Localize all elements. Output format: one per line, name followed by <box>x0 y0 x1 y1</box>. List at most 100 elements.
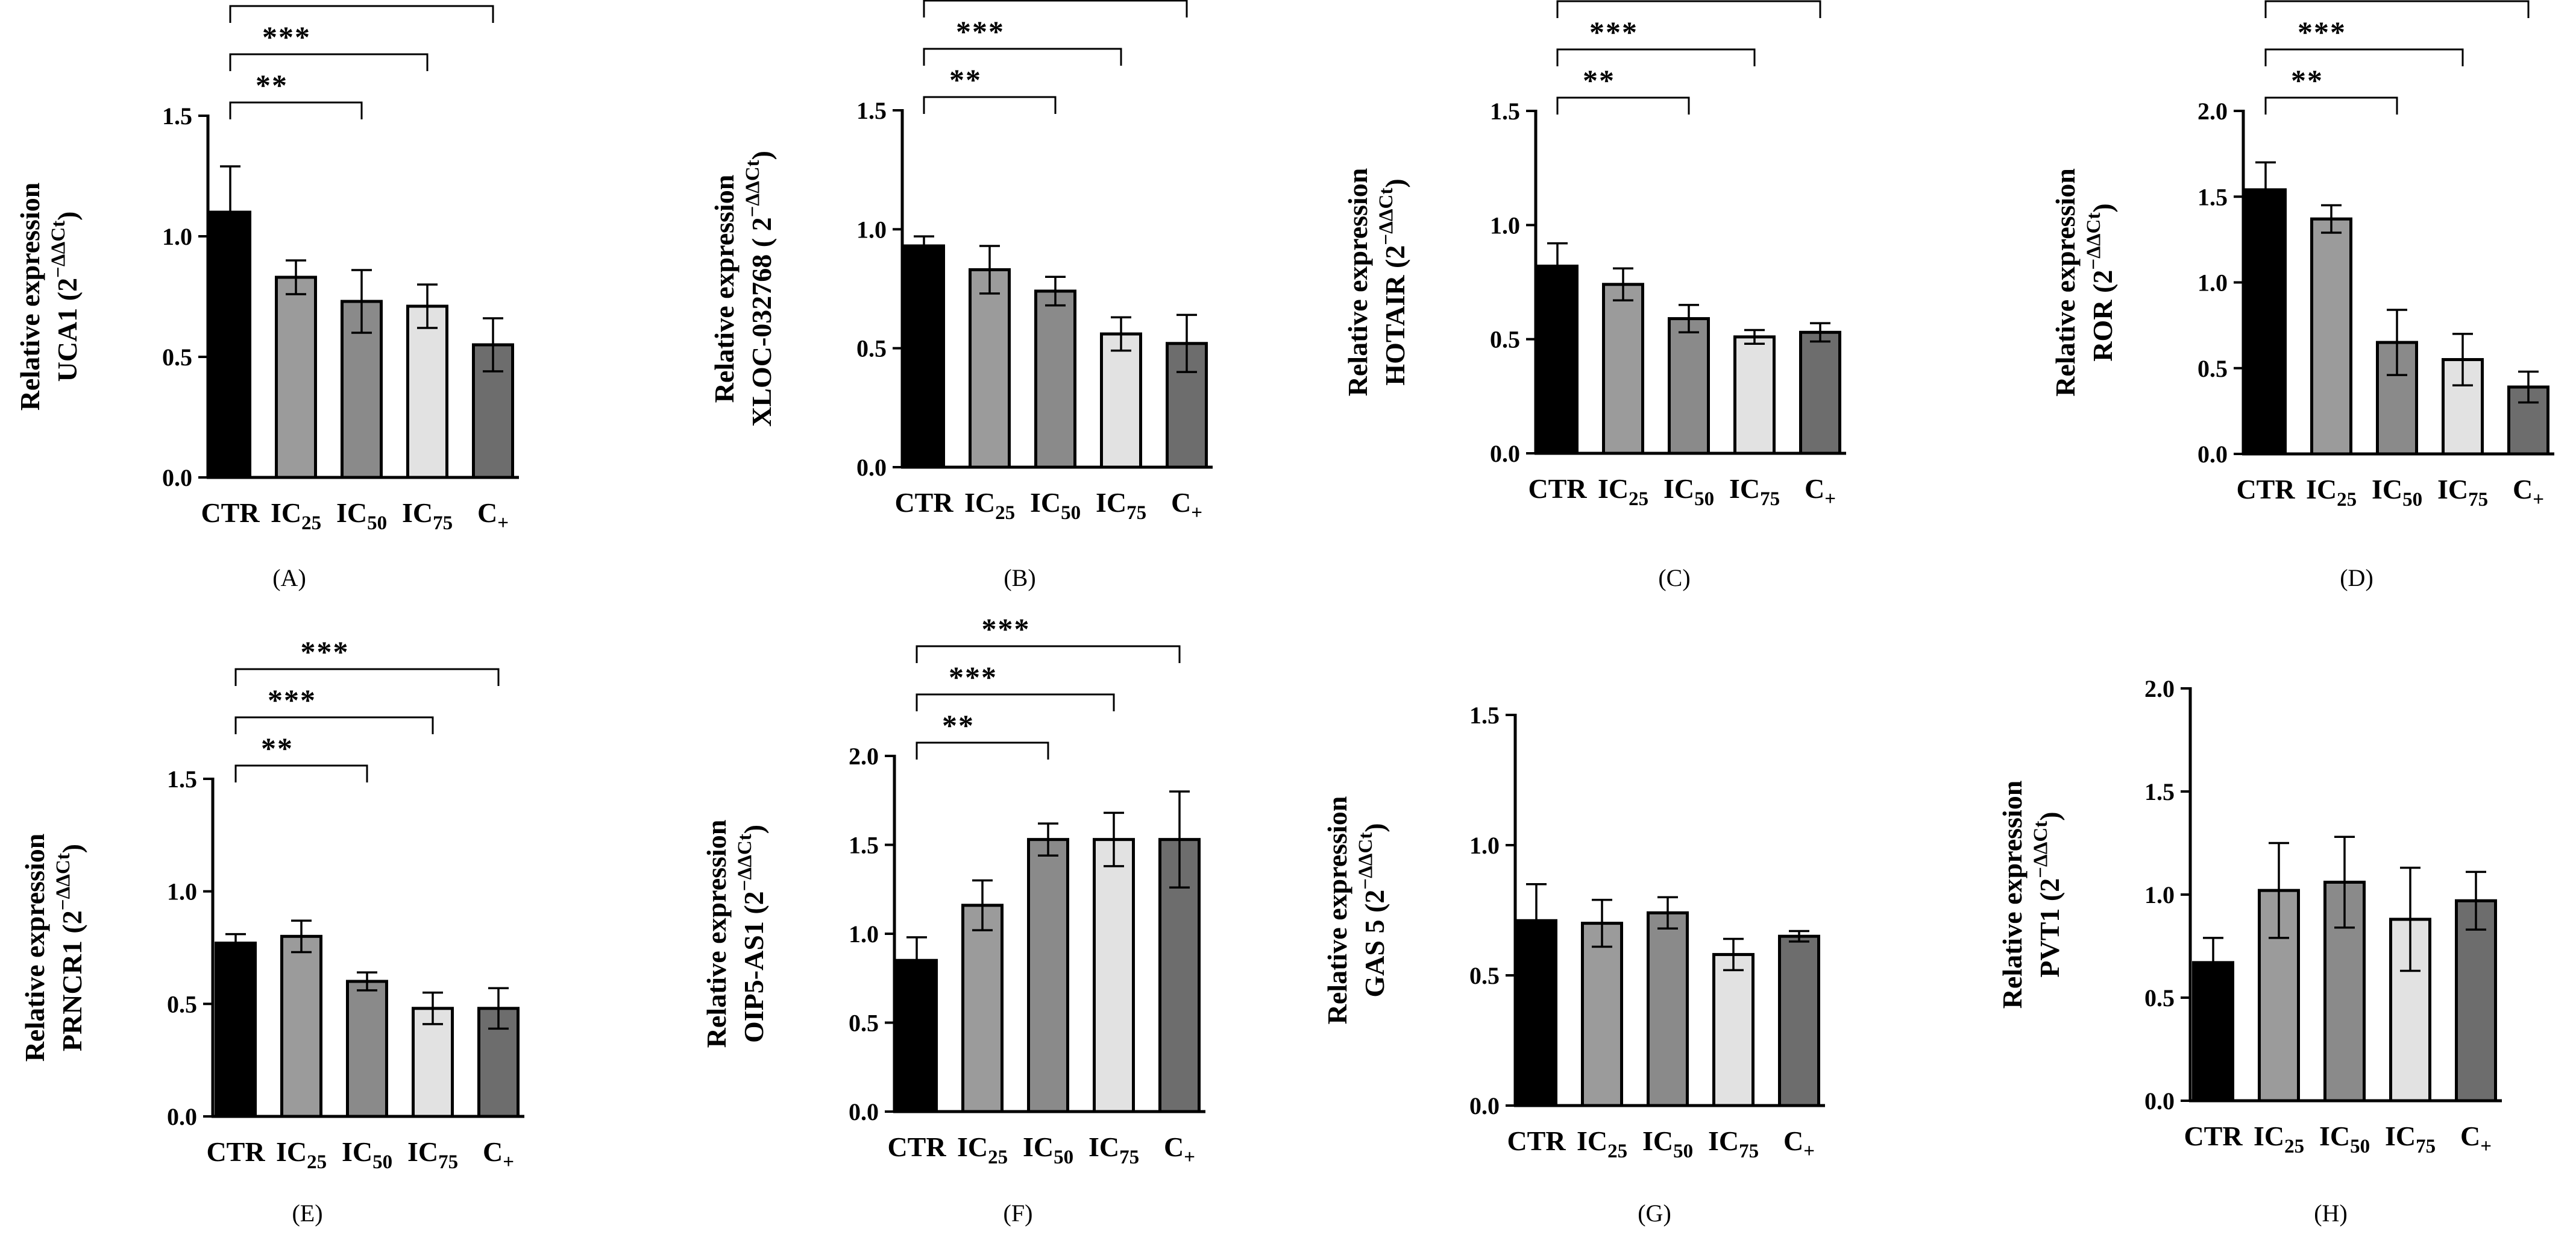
bar-cplus <box>1778 934 1820 1107</box>
y-tick-label: 1.5 <box>856 97 887 124</box>
category-label: IC75 <box>1089 1131 1139 1168</box>
bar-cplus <box>2455 899 2497 1103</box>
category-label: CTR <box>2184 1121 2243 1151</box>
significance-label: ** <box>261 731 294 765</box>
category-label: C+ <box>1783 1125 1815 1162</box>
y-axis-label-gene: PRNCR1 (2−ΔΔCt) <box>52 844 87 1051</box>
y-tick-label: 0.0 <box>1490 440 1520 467</box>
bar-ctr <box>896 958 938 1113</box>
chart-panel-d: CTR IC25 IC50 IC75 C+ 0.0 0.5 1.0 1.5 2.0 Relative… <box>2050 0 2554 591</box>
significance-bracket <box>2264 96 2398 115</box>
significance-label: ** <box>949 63 982 96</box>
category-label: IC25 <box>276 1136 327 1173</box>
significance-label: *** <box>956 14 1005 48</box>
category-label: IC75 <box>407 1136 458 1173</box>
panel-letter: (E) <box>292 1200 322 1227</box>
bar-ctr <box>903 244 945 469</box>
significance-bracket <box>234 764 368 782</box>
category-label: IC25 <box>2254 1121 2304 1157</box>
category-label: IC50 <box>1663 473 1714 510</box>
chart-panel-c: CTR IC25 IC50 IC75 C+ 0.0 0.5 1.0 1.5 Relative ex… <box>1342 0 1846 591</box>
bar-ic50 <box>1027 838 1069 1113</box>
y-tick-label: 1.5 <box>849 832 879 859</box>
category-label: CTR <box>1507 1125 1566 1156</box>
significance-bracket <box>1556 48 1756 66</box>
significance-bracket <box>229 101 363 119</box>
y-axis-label-line1: Relative expression <box>1997 781 2028 1009</box>
y-tick-label: 1.5 <box>1469 702 1500 729</box>
significance-label: *** <box>2331 0 2380 1</box>
significance-label: *** <box>949 660 997 694</box>
bar-ic50 <box>1668 317 1710 455</box>
significance-bracket <box>923 96 1057 114</box>
y-tick-label: 0.0 <box>849 1098 879 1125</box>
bar-ic75 <box>1093 838 1135 1113</box>
category-label: C+ <box>1805 473 1836 510</box>
significance-label: ** <box>1583 63 1615 97</box>
bar-ic50 <box>346 980 388 1118</box>
bar-ic50 <box>1647 911 1689 1107</box>
panel-letter: (B) <box>1004 564 1035 591</box>
category-label: CTR <box>206 1136 265 1167</box>
y-tick-label: 1.5 <box>167 766 197 793</box>
y-tick-label: 0.0 <box>856 454 887 481</box>
significance-label: *** <box>301 635 350 669</box>
y-tick-label: 0.5 <box>2144 984 2175 1012</box>
chart-panel-e: CTR IC25 IC50 IC75 C+ 0.0 0.5 1.0 1.5 Relative ex… <box>19 635 524 1227</box>
bar-ic25 <box>1602 283 1644 455</box>
y-tick-label: 1.0 <box>2197 269 2228 297</box>
category-label: C+ <box>1171 487 1202 524</box>
category-label: IC25 <box>1577 1125 1627 1162</box>
significance-label: ** <box>256 68 288 102</box>
significance-bracket <box>2264 0 2530 18</box>
category-label: IC50 <box>1023 1131 1073 1168</box>
significance-bracket <box>1556 96 1690 115</box>
y-tick-label: 2.0 <box>2144 675 2175 702</box>
bar-ctr <box>2245 188 2287 456</box>
category-label: IC75 <box>1729 473 1780 510</box>
y-tick-label: 1.0 <box>856 216 887 243</box>
category-label: CTR <box>1528 473 1587 504</box>
category-label: CTR <box>894 487 953 518</box>
category-label: C+ <box>1164 1131 1195 1168</box>
significance-bracket <box>2264 48 2464 66</box>
bar-ctr <box>1536 264 1579 455</box>
y-tick-label: 1.0 <box>1490 212 1520 239</box>
category-label: IC25 <box>2306 474 2357 511</box>
panel-letter: (F) <box>1004 1200 1033 1227</box>
chart-panel-h: CTR IC25 IC50 IC75 C+ 0.0 0.5 1.0 1.5 2.0 Relative… <box>1997 675 2502 1227</box>
panel-letter: (D) <box>2340 564 2373 591</box>
chart-panel-a: CTR IC25 IC50 IC75 C+ 0.0 0.5 1.0 1.5 Relative ex… <box>14 0 519 591</box>
category-label: IC50 <box>1642 1125 1693 1162</box>
significance-bracket <box>916 645 1181 663</box>
category-label: IC50 <box>336 497 387 534</box>
y-axis-label-line1: Relative expression <box>701 820 732 1048</box>
y-axis-label-gene: PVT1 (2−ΔΔCt) <box>2030 811 2065 977</box>
category-label: C+ <box>483 1136 514 1173</box>
bar-cplus <box>1799 330 1841 455</box>
significance-label: *** <box>1589 15 1638 49</box>
y-tick-label: 0.0 <box>2144 1087 2175 1115</box>
bar-ic25 <box>280 934 322 1118</box>
significance-bracket <box>234 668 500 686</box>
y-tick-label: 1.0 <box>849 920 879 948</box>
significance-label: ** <box>2291 63 2323 97</box>
panel-letter: (C) <box>1658 564 1690 591</box>
y-tick-label: 1.0 <box>167 878 197 905</box>
category-label: CTR <box>887 1131 946 1162</box>
significance-label: *** <box>1623 0 1671 1</box>
y-tick-label: 0.0 <box>167 1103 197 1130</box>
y-tick-label: 0.5 <box>1469 962 1500 989</box>
category-label: IC50 <box>2372 474 2422 511</box>
y-tick-label: 1.0 <box>1469 832 1500 859</box>
y-tick-label: 2.0 <box>2197 98 2228 125</box>
significance-label: *** <box>268 683 316 717</box>
bar-ic75 <box>1100 332 1142 469</box>
y-tick-label: 0.0 <box>1469 1092 1500 1119</box>
bar-ic25 <box>2310 217 2352 456</box>
significance-bracket <box>923 0 1188 17</box>
y-tick-label: 0.5 <box>167 990 197 1018</box>
y-tick-label: 1.5 <box>2197 183 2228 210</box>
category-label: C+ <box>477 497 509 534</box>
significance-label: *** <box>295 0 344 5</box>
